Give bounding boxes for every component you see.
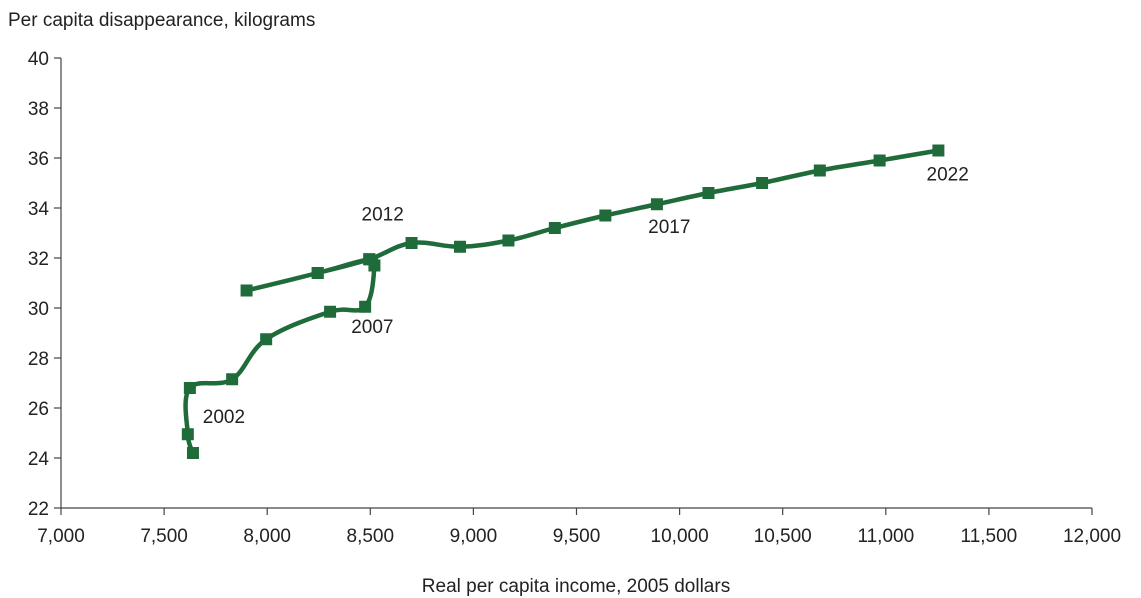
year-annotation: 2002 <box>203 407 245 428</box>
y-axis-title: Per capita disappearance, kilograms <box>8 10 316 31</box>
x-tick-label: 8,500 <box>347 526 395 547</box>
data-point-marker <box>756 177 769 189</box>
year-annotation: 2017 <box>648 217 690 238</box>
data-point-marker <box>873 154 886 167</box>
series-line <box>183 148 939 454</box>
data-point-marker <box>311 267 324 279</box>
x-tick-label: 12,000 <box>1063 526 1121 547</box>
data-point-marker <box>702 187 715 199</box>
x-tick-label: 11,500 <box>961 526 1018 547</box>
y-tick-label: 38 <box>28 99 49 120</box>
data-point-marker <box>260 333 273 346</box>
y-tick-label: 22 <box>28 499 49 520</box>
y-tick-label: 36 <box>28 149 49 170</box>
axes: 22 24 26 28 30 32 34 36 38 40 7,000 7,500 8,000 8,500… <box>28 49 1121 547</box>
data-point-marker <box>186 447 199 459</box>
y-tick-label: 30 <box>28 299 49 320</box>
plot-area: 2002 2007 2012 2017 2022 <box>181 144 969 459</box>
data-point-marker <box>932 144 945 157</box>
y-tick-label: 34 <box>28 199 50 220</box>
data-point-marker <box>324 305 337 318</box>
data-point-marker <box>599 209 612 222</box>
data-point-marker <box>502 234 515 247</box>
x-tick-label: 9,500 <box>553 526 601 547</box>
x-tick-label: 9,000 <box>450 526 498 547</box>
data-point-marker <box>548 222 561 234</box>
data-point-marker <box>226 373 239 386</box>
x-tick-label: 10,500 <box>754 526 812 547</box>
data-point-marker <box>240 284 253 297</box>
x-tick-label: 10,000 <box>651 526 709 547</box>
y-tick-label: 24 <box>28 449 50 470</box>
y-tick-label: 32 <box>28 249 49 270</box>
data-point-marker <box>183 382 196 394</box>
x-tick-label: 7,500 <box>140 526 188 547</box>
x-axis-title: Real per capita income, 2005 dollars <box>422 576 730 597</box>
x-tick-label: 8,000 <box>243 526 291 547</box>
data-point-marker <box>359 300 372 313</box>
year-annotation: 2022 <box>927 165 969 186</box>
y-tick-label: 26 <box>28 399 49 420</box>
data-point-marker <box>453 240 466 253</box>
x-tick-label: 7,000 <box>37 526 85 547</box>
y-tick-label: 40 <box>28 49 49 70</box>
data-point-marker <box>363 253 376 266</box>
year-annotation: 2007 <box>351 317 393 338</box>
y-tick-label: 28 <box>28 349 49 370</box>
data-point-marker <box>181 428 194 441</box>
year-annotation: 2012 <box>362 205 404 226</box>
data-point-marker <box>650 198 663 211</box>
data-point-marker <box>405 237 418 249</box>
data-point-marker <box>813 164 826 177</box>
x-tick-label: 11,000 <box>857 526 914 547</box>
